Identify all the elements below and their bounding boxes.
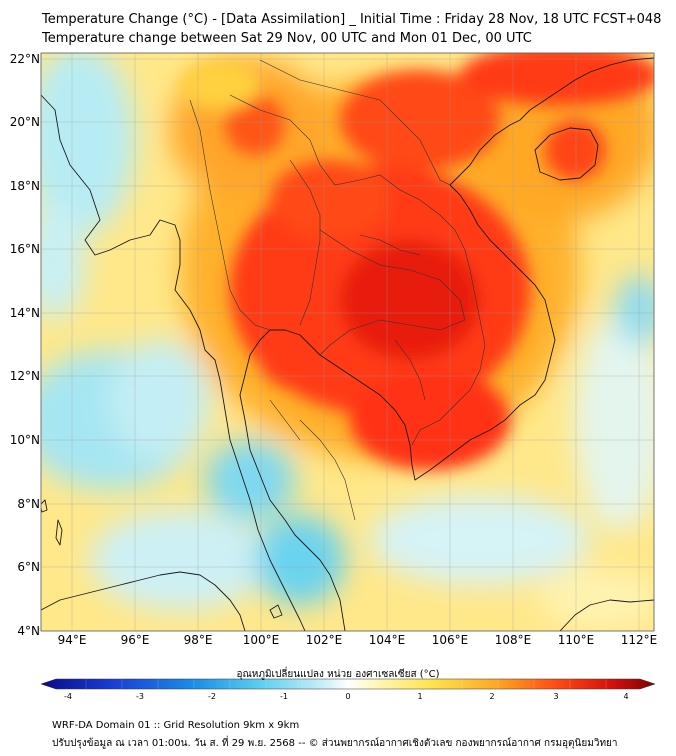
graticule: [41, 53, 654, 631]
colorbar-tick: -2: [208, 692, 216, 701]
colorbar-tick: 2: [489, 692, 495, 701]
colorbar-title: อุณหภูมิเปลี่ยนแปลง หน่วย องศาเซลเซียส (…: [236, 669, 440, 680]
lon-label: 96°E: [120, 633, 150, 647]
temperature-field: [41, 53, 654, 631]
coastlines: [41, 57, 654, 631]
map-frame: [40, 52, 655, 632]
lat-label: 18°N: [9, 179, 40, 193]
lat-label: 8°N: [17, 497, 40, 511]
lon-label: 108°E: [494, 633, 532, 647]
colorbar-tick: -4: [64, 692, 72, 701]
lat-label: 12°N: [9, 369, 40, 383]
lon-label: 112°E: [620, 633, 658, 647]
colorbar-tick: -3: [136, 692, 144, 701]
lat-label: 4°N: [17, 624, 40, 638]
map-subtitle: Temperature change between Sat 29 Nov, 0…: [42, 31, 532, 46]
lat-label: 20°N: [9, 115, 40, 129]
country-borders: [189, 59, 486, 521]
lat-label: 6°N: [17, 560, 40, 574]
colorbar-tick: 3: [553, 692, 559, 701]
lon-label: 110°E: [557, 633, 595, 647]
lat-label: 10°N: [9, 433, 40, 447]
colorbar-tick: -1: [280, 692, 288, 701]
lon-label: 106°E: [431, 633, 469, 647]
footer-model-info: WRF-DA Domain 01 :: Grid Resolution 9km …: [52, 720, 300, 731]
lon-label: 102°E: [305, 633, 343, 647]
lat-label: 22°N: [9, 52, 40, 66]
colorbar-tick: 0: [345, 692, 351, 701]
lon-label: 98°E: [183, 633, 213, 647]
map-title: Temperature Change (°C) - [Data Assimila…: [42, 12, 662, 27]
colorbar: [40, 678, 656, 690]
colorbar-tick: 4: [623, 692, 629, 701]
lat-label: 16°N: [9, 242, 40, 256]
colorbar-tick: 1: [417, 692, 423, 701]
lon-label: 104°E: [368, 633, 406, 647]
lon-label: 94°E: [57, 633, 87, 647]
lon-label: 100°E: [242, 633, 280, 647]
lat-label: 14°N: [9, 306, 40, 320]
footer-update-info: ปรับปรุงข้อมูล ณ เวลา 01:00น. วัน ส. ที่…: [52, 738, 618, 749]
